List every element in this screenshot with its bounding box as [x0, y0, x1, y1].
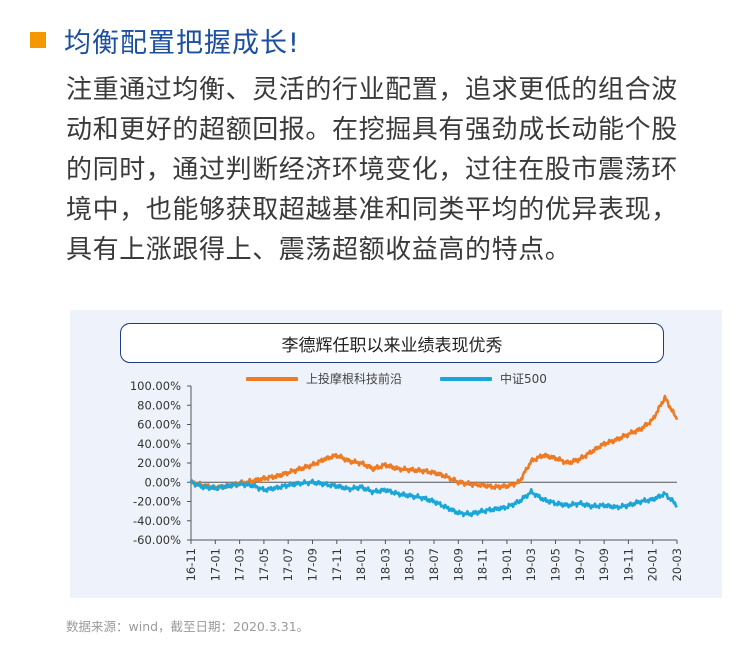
legend-swatch-fund	[246, 376, 298, 381]
section-heading: 均衡配置把握成长!	[30, 22, 300, 59]
legend-item-fund: 上投摩根科技前沿	[246, 370, 402, 387]
description-paragraph: 注重通过均衡、灵活的行业配置，追求更低的组合波 动和更好的超额回报。在挖掘具有强…	[66, 70, 726, 270]
heading-marker-square	[30, 32, 46, 48]
y-tick-label: -60.00%	[133, 533, 181, 547]
x-tick-label: 18-07	[427, 548, 441, 581]
legend-swatch-index	[440, 376, 492, 381]
x-tick-label: 17-01	[208, 548, 222, 581]
x-tick-label: 18-05	[403, 548, 417, 581]
series-line-index	[189, 478, 678, 518]
legend-label-index: 中证500	[500, 372, 547, 386]
y-tick-label: 100.00%	[130, 379, 181, 393]
y-tick-label: -40.00%	[133, 514, 181, 528]
paragraph-line: 境中，也能够获取超越基准和同类平均的优异表现，	[66, 195, 678, 225]
paragraph-line: 注重通过均衡、灵活的行业配置，追求更低的组合波	[66, 75, 678, 105]
x-tick-label: 18-11	[476, 548, 490, 581]
x-tick-label: 19-03	[524, 548, 538, 581]
y-tick-label: 0.00%	[144, 475, 181, 489]
y-tick-label: -20.00%	[133, 495, 181, 509]
x-tick-label: 17-03	[233, 548, 247, 581]
heading-title: 均衡配置把握成长!	[64, 27, 300, 59]
x-tick-label: 17-05	[257, 548, 271, 581]
x-tick-label: 16-11	[184, 548, 198, 581]
x-tick-label: 19-05	[549, 548, 563, 581]
y-tick-label: 80.00%	[137, 398, 181, 412]
y-tick-label: 20.00%	[137, 456, 181, 470]
x-tick-label: 19-11	[621, 548, 635, 581]
chart-title: 李德辉任职以来业绩表现优秀	[120, 323, 664, 363]
x-tick-label: 19-01	[500, 548, 514, 581]
x-tick-label: 19-09	[597, 548, 611, 581]
y-tick-label: 40.00%	[137, 437, 181, 451]
x-tick-label: 18-03	[378, 548, 392, 581]
x-tick-label: 19-07	[573, 548, 587, 581]
source-note: 数据来源：wind，截至日期：2020.3.31。	[66, 619, 310, 634]
x-tick-label: 17-11	[330, 548, 344, 581]
x-tick-label: 18-09	[451, 548, 465, 581]
series-line-fund	[189, 394, 679, 491]
x-tick-label: 20-03	[670, 548, 684, 581]
legend-label-fund: 上投摩根科技前沿	[306, 372, 403, 386]
paragraph-line: 具有上涨跟得上、震荡超额收益高的特点。	[66, 235, 572, 265]
chart-legend: 上投摩根科技前沿 中证500	[0, 370, 751, 390]
x-tick-label: 17-07	[281, 548, 295, 581]
paragraph-line: 动和更好的超额回报。在挖掘具有强劲成长动能个股	[66, 115, 678, 145]
x-tick-label: 17-09	[306, 548, 320, 581]
y-tick-label: 60.00%	[137, 418, 181, 432]
paragraph-line: 的同时，通过判断经济环境变化，过往在股市震荡环	[66, 155, 678, 185]
x-tick-label: 18-01	[354, 548, 368, 581]
legend-item-index: 中证500	[440, 370, 547, 387]
x-tick-label: 20-01	[646, 548, 660, 581]
